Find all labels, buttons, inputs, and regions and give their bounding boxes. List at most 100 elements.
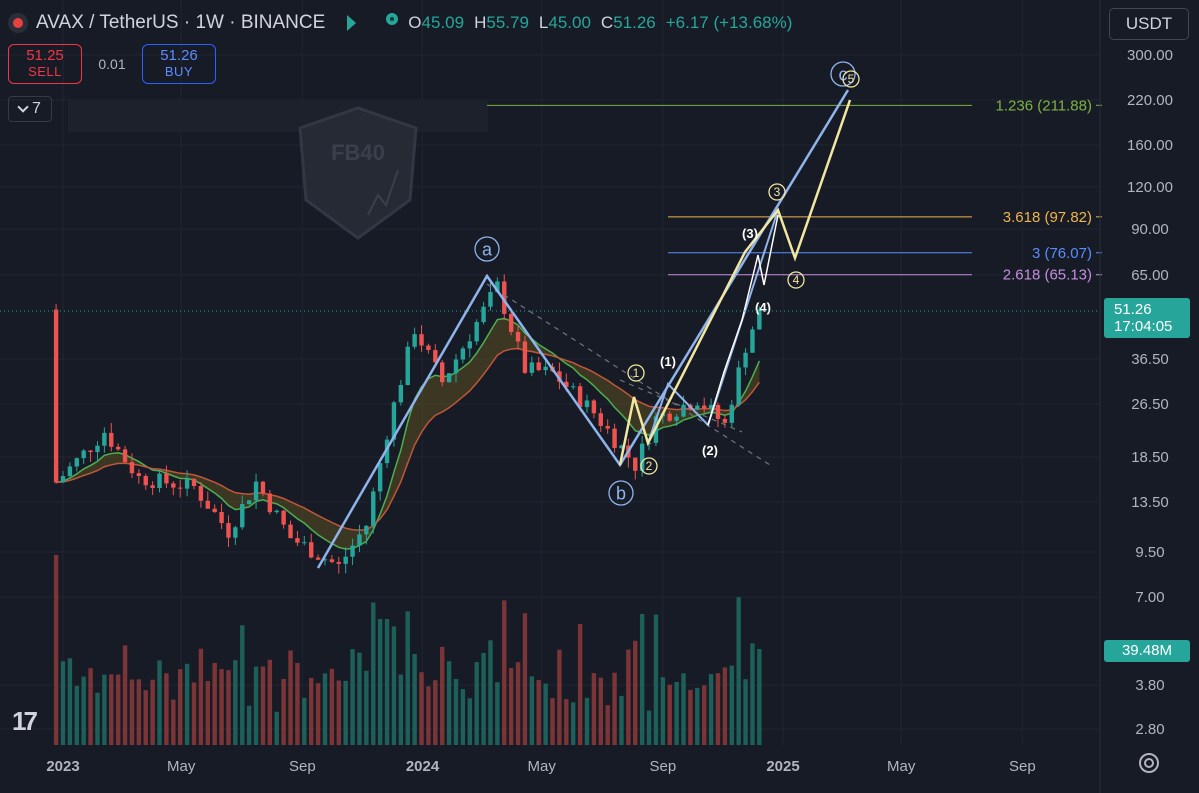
x-tick-label: May [167, 758, 196, 775]
volume-bar [322, 673, 328, 745]
volume-bar [240, 625, 245, 745]
candle-body [591, 400, 597, 414]
volume-bar [371, 602, 376, 745]
candle-body [253, 481, 259, 501]
candle-body [460, 348, 466, 360]
candle-body [267, 493, 273, 513]
watermark-shield: FB40 [68, 100, 488, 240]
flag-icon[interactable] [347, 15, 357, 31]
candle-body [164, 473, 169, 484]
volume-bar [150, 679, 155, 745]
x-tick-label: May [887, 758, 916, 775]
volume-bar [515, 662, 521, 745]
candle-body [53, 309, 59, 483]
volume-bar [81, 676, 86, 745]
y-tick-label: 160.00 [1127, 137, 1173, 154]
volume-bar [522, 613, 528, 745]
tradingview-logo[interactable]: 17 [12, 706, 38, 736]
buy-button[interactable]: 51.26 BUY [142, 44, 216, 84]
volume-bar [171, 699, 176, 745]
candle-body [205, 500, 210, 509]
candle-body [702, 405, 707, 409]
volume-bar [619, 695, 624, 745]
candle-body [405, 346, 410, 386]
settings-icon[interactable] [1139, 753, 1159, 773]
candle-body [81, 450, 86, 459]
candle-body [391, 402, 397, 440]
volume-bar [302, 697, 307, 745]
candle-body [605, 425, 610, 429]
volume-bar [164, 673, 169, 745]
volume-bar [191, 682, 197, 745]
y-tick-label: 300.00 [1127, 47, 1173, 64]
volume-bar [129, 679, 135, 745]
candle-body [639, 443, 645, 471]
volume-bar [626, 649, 631, 745]
candle-body [122, 449, 128, 463]
candle-body [343, 556, 348, 564]
volume-tag: 39.48M [1104, 640, 1190, 662]
x-tick-label: Sep [649, 758, 676, 775]
candle-body [619, 445, 624, 449]
candle-body [467, 341, 472, 349]
candle-body [722, 418, 728, 423]
candle-body [584, 400, 590, 408]
volume-bar [529, 676, 535, 745]
candle-body [60, 476, 66, 483]
candle-body [322, 559, 328, 561]
volume-bar [743, 679, 748, 745]
candle-body [260, 481, 266, 494]
candle-body [750, 329, 755, 353]
volume-bar [357, 652, 362, 745]
fib-label: 3.618 (97.82) [1003, 209, 1092, 226]
volume-bar [453, 678, 459, 745]
volume-bar [591, 673, 597, 745]
volume-bar [467, 698, 472, 745]
wave-white-line [707, 214, 779, 426]
candle-body [178, 487, 183, 489]
volume-bar [598, 677, 603, 745]
fib-label: 3 (76.07) [1032, 245, 1092, 262]
wave-label-circled-5-circle [842, 70, 860, 88]
volume-bar [433, 680, 438, 745]
candle-body [708, 404, 714, 409]
volume-bar [564, 699, 569, 745]
volume-bar [502, 600, 507, 745]
indicators-toggle[interactable]: 7 [8, 96, 52, 122]
symbol-title[interactable]: AVAX / TetherUS · 1W · BINANCE [36, 12, 326, 33]
volume-bar [405, 611, 410, 745]
y-tick-label: 65.00 [1131, 267, 1169, 284]
volume-bar [577, 623, 583, 745]
wave-label-b-circle [608, 480, 634, 506]
volume-bar [612, 672, 617, 745]
candle-body [633, 457, 638, 471]
candle-body [543, 366, 548, 371]
candle-body [143, 475, 148, 486]
candle-body [377, 463, 383, 492]
candle-body [488, 292, 493, 307]
volume-bar [398, 674, 404, 745]
wave-label-a-circle [474, 236, 500, 262]
volume-bar [226, 670, 231, 745]
currency-select[interactable]: USDT [1109, 8, 1189, 40]
volume-bar [274, 711, 279, 745]
y-tick-label: 18.50 [1131, 449, 1169, 466]
x-tick-label: 2024 [406, 758, 440, 775]
y-tick-label: 7.00 [1135, 589, 1164, 606]
y-tick-label: 13.50 [1131, 494, 1169, 511]
candle-body [743, 352, 748, 368]
volume-bar [60, 661, 66, 745]
volume-bar [674, 682, 679, 745]
fib-levels: 1.236 (211.88) 3.618 (97.82) 3 (76.07) 2.61… [487, 97, 1102, 284]
volume-bar [446, 661, 452, 745]
volume-bar [391, 626, 397, 745]
wave-label-minor-3: (3) [742, 226, 758, 241]
wave-label-circled-1: 1 [633, 366, 640, 380]
volume-bar [571, 702, 576, 745]
x-tick-label: Sep [289, 758, 316, 775]
volume-bar [646, 710, 652, 745]
volume-bar [281, 678, 286, 745]
candle-body [674, 416, 679, 421]
sell-button[interactable]: 51.25 SELL [8, 44, 82, 84]
